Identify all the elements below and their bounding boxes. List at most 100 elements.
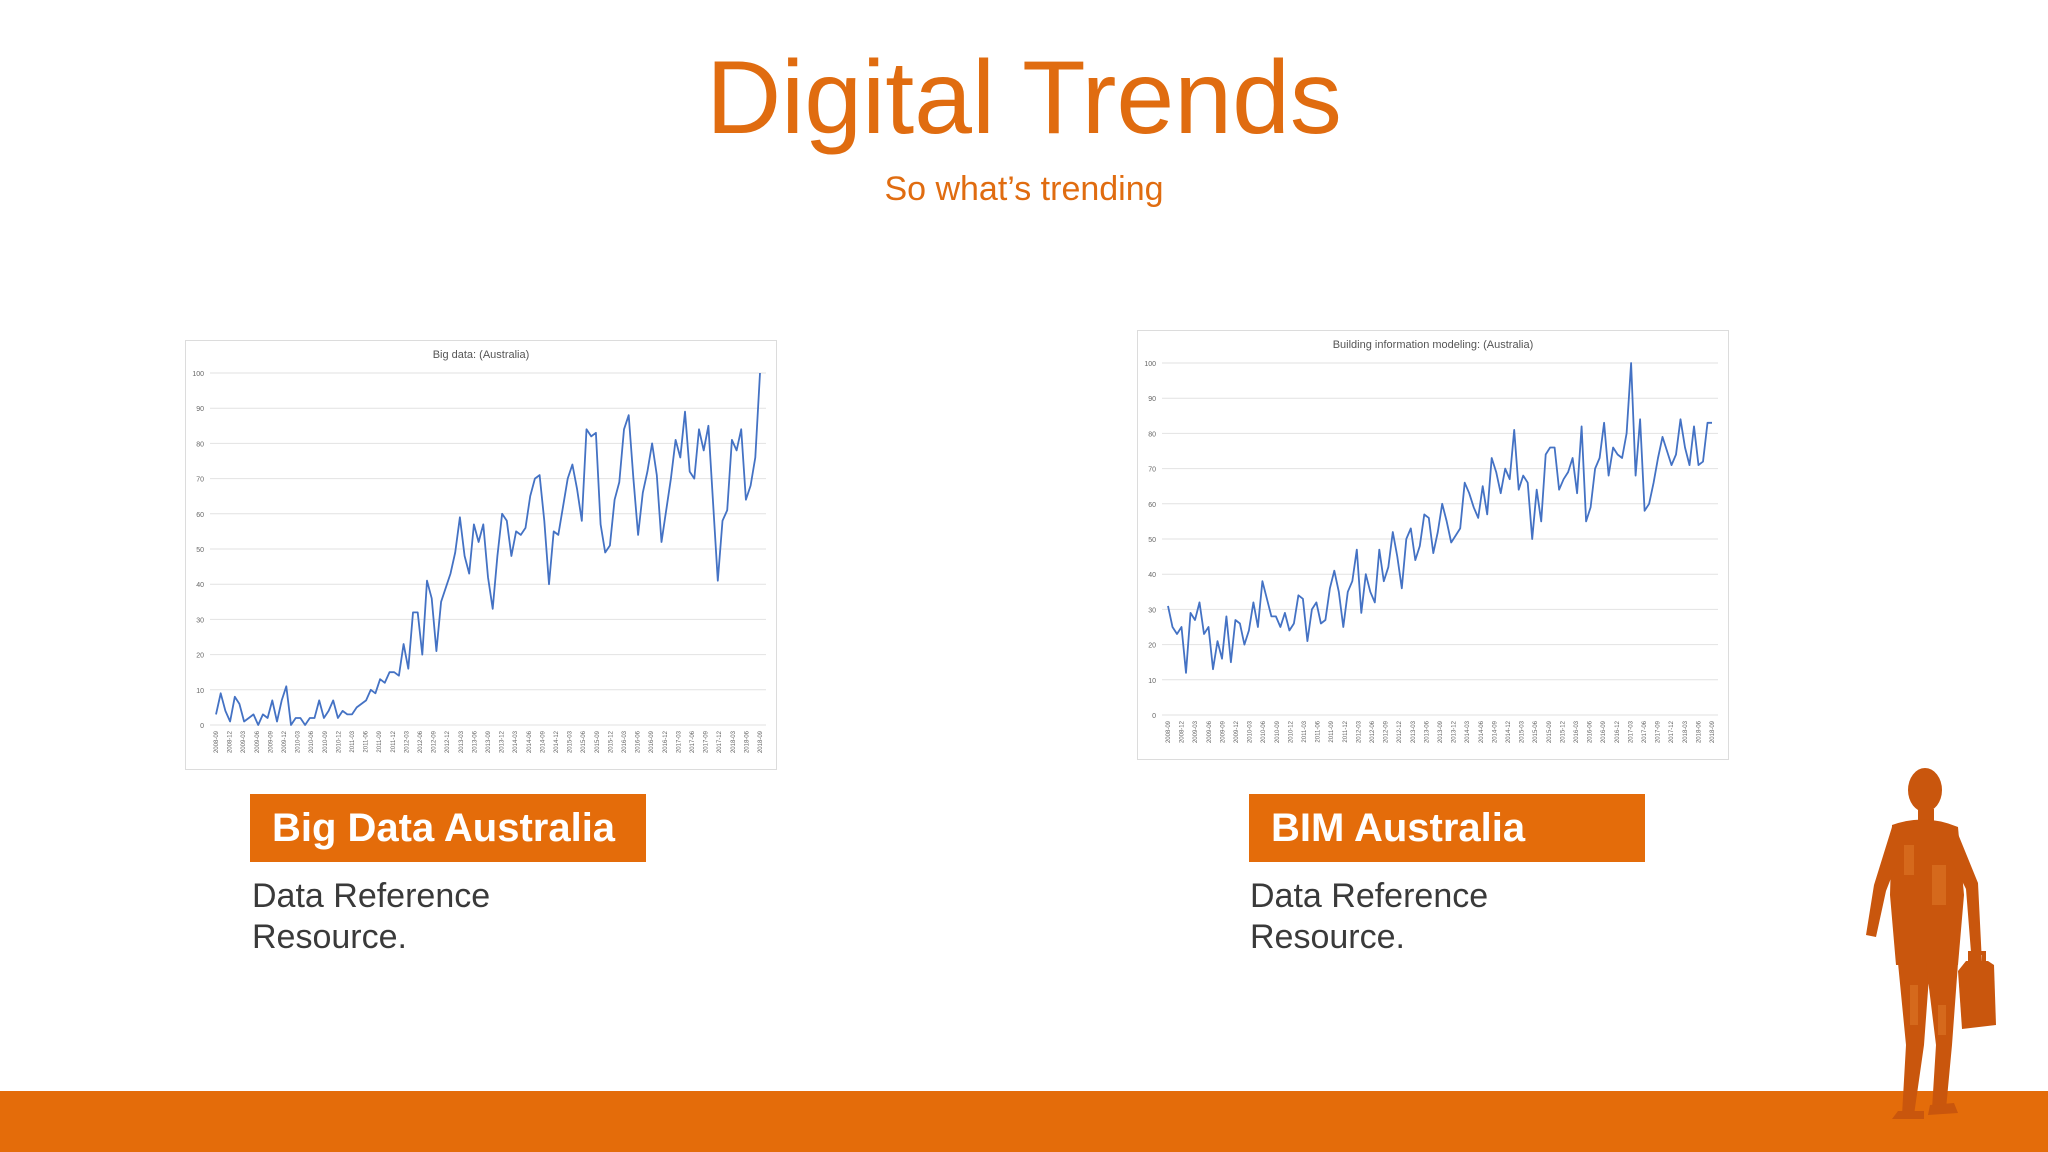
big-data-chart-series-line [215, 372, 761, 726]
bim-chart-x-tick-label: 2011-06 [1316, 720, 1322, 742]
bim-chart-y-tick-label: 50 [1148, 537, 1156, 544]
bim-chart-x-tick-label: 2009-12 [1234, 720, 1240, 743]
big-data-chart-y-tick-label: 30 [196, 617, 204, 624]
bim-chart-x-tick-label: 2014-09 [1492, 720, 1498, 743]
bim-chart-x-tick-label: 2016-03 [1574, 720, 1580, 743]
big-data-chart-y-tick-label: 20 [196, 653, 204, 660]
big-data-chart-x-tick-label: 2014-09 [540, 730, 546, 753]
bim-chart-x-tick-label: 2011-03 [1302, 720, 1308, 742]
bim-description-line1: Data Reference [1250, 877, 1489, 915]
bim-chart: Building information modeling: (Australi… [1137, 330, 1729, 760]
big-data-chart-x-tick-label: 2018-09 [758, 730, 764, 753]
big-data-chart-y-tick-label: 40 [196, 582, 204, 589]
bim-chart-x-tick-label: 2018-09 [1710, 720, 1716, 743]
big-data-chart-x-tick-label: 2015-03 [568, 730, 574, 753]
bim-chart-y-tick-label: 40 [1148, 572, 1156, 579]
big-data-chart-title: Big data: (Australia) [433, 349, 530, 361]
big-data-chart-x-tick-label: 2009-06 [255, 730, 261, 753]
big-data-chart-x-tick-label: 2014-12 [554, 730, 560, 753]
big-data-chart-svg: Big data: (Australia) 0 10 20 30 40 50 60 70 80 90… [192, 349, 766, 753]
bim-chart-y-tick-label: 20 [1148, 643, 1156, 650]
big-data-chart-x-tick-label: 2017-03 [676, 730, 682, 753]
big-data-chart-x-tick-label: 2011-03 [350, 730, 356, 752]
big-data-chart-x-tick-label: 2017-09 [704, 730, 710, 753]
bim-chart-x-tick-label: 2012-06 [1370, 720, 1376, 743]
bim-chart-x-tick-label: 2017-12 [1669, 720, 1675, 743]
bim-chart-x-tick-label: 2010-12 [1288, 720, 1294, 743]
big-data-chart-y-tick-label: 0 [200, 723, 204, 730]
bim-chart-x-tick-label: 2012-03 [1356, 720, 1362, 743]
big-data-chart-y-tick-label: 50 [196, 547, 204, 554]
bim-description-line2: Resource. [1250, 918, 1405, 956]
bim-chart-y-tick-label: 100 [1144, 361, 1156, 368]
big-data-chart-x-tick-label: 2009-12 [282, 730, 288, 753]
bim-chart-x-tick-label: 2010-09 [1275, 720, 1281, 743]
bim-chart-series-line [1167, 362, 1712, 674]
big-data-chart-x-tick-label: 2013-09 [486, 730, 492, 753]
bim-chart-x-tick-label: 2011-12 [1343, 720, 1349, 742]
big-data-chart-x-tick-label: 2013-03 [459, 730, 465, 753]
big-data-chart-x-tick-label: 2016-06 [636, 730, 642, 753]
walking-businessman-icon [1866, 768, 1996, 1119]
big-data-chart-x-tick-label: 2012-06 [418, 730, 424, 753]
big-data-chart-x-tick-label: 2017-06 [690, 730, 696, 753]
big-data-chart-x-tick-label: 2016-03 [622, 730, 628, 753]
big-data-chart-x-tick-label: 2009-09 [268, 730, 274, 753]
big-data-chart-x-tick-label: 2010-06 [309, 730, 315, 753]
bim-chart-x-tick-label: 2018-03 [1683, 720, 1689, 743]
big-data-chart: Big data: (Australia) 0 10 20 30 40 50 60 70 80 90… [185, 340, 777, 770]
bim-chart-x-tick-label: 2009-03 [1193, 720, 1199, 743]
big-data-chart-x-tick-label: 2012-09 [432, 730, 438, 753]
bim-chart-x-tick-label: 2015-03 [1520, 720, 1526, 743]
bim-chart-x-tick-label: 2012-12 [1397, 720, 1403, 743]
big-data-chart-x-tick-label: 2009-03 [241, 730, 247, 753]
bim-chart-y-tick-label: 0 [1152, 713, 1156, 720]
bim-chart-x-tick-label: 2014-12 [1506, 720, 1512, 743]
bim-chart-x-tick-label: 2015-12 [1560, 720, 1566, 743]
bim-chart-x-tick-label: 2009-06 [1207, 720, 1213, 743]
bim-chart-x-tick-label: 2013-06 [1424, 720, 1430, 743]
big-data-chart-x-tick-label: 2016-09 [649, 730, 655, 753]
big-data-chart-y-tick-label: 80 [196, 441, 204, 448]
big-data-chart-y-tick-label: 100 [192, 371, 204, 378]
bim-chart-x-tick-label: 2016-12 [1615, 720, 1621, 743]
bim-chart-x-tick-label: 2008-12 [1180, 720, 1186, 743]
bim-chart-x-tick-label: 2008-09 [1166, 720, 1172, 743]
big-data-chart-x-tick-label: 2015-06 [581, 730, 587, 753]
bim-chart-x-tick-label: 2013-03 [1411, 720, 1417, 743]
big-data-chart-x-tick-label: 2012-03 [404, 730, 410, 753]
big-data-label: Big Data Australia [250, 794, 646, 862]
bim-chart-x-tick-label: 2014-06 [1479, 720, 1485, 743]
bim-chart-x-tick-label: 2018-06 [1696, 720, 1702, 743]
footer-bar [0, 1091, 2048, 1152]
bim-chart-x-tick-label: 2011-09 [1329, 720, 1335, 742]
big-data-chart-y-tick-label: 60 [196, 512, 204, 519]
big-data-chart-y-tick-label: 90 [196, 406, 204, 413]
bim-chart-y-tick-label: 60 [1148, 502, 1156, 509]
big-data-chart-x-tick-label: 2018-06 [744, 730, 750, 753]
bim-chart-y-tick-label: 80 [1148, 431, 1156, 438]
big-data-chart-x-tick-label: 2012-12 [445, 730, 451, 753]
big-data-chart-x-tick-label: 2013-12 [500, 730, 506, 753]
big-data-chart-x-tick-label: 2010-09 [323, 730, 329, 753]
bim-chart-x-tick-label: 2014-03 [1465, 720, 1471, 743]
bim-chart-y-tick-label: 10 [1148, 678, 1156, 685]
big-data-chart-x-tick-label: 2017-12 [717, 730, 723, 753]
big-data-chart-x-tick-label: 2011-06 [364, 730, 370, 752]
big-data-chart-x-tick-label: 2008-12 [228, 730, 234, 753]
bim-chart-x-tick-label: 2016-06 [1588, 720, 1594, 743]
bim-chart-x-tick-label: 2009-09 [1220, 720, 1226, 743]
bim-chart-x-tick-label: 2015-09 [1547, 720, 1553, 743]
big-data-chart-x-tick-label: 2010-03 [296, 730, 302, 753]
bim-chart-x-tick-label: 2013-09 [1438, 720, 1444, 743]
big-data-chart-x-tick-label: 2014-06 [527, 730, 533, 753]
big-data-chart-x-tick-label: 2008-09 [214, 730, 220, 753]
bim-chart-x-tick-label: 2017-03 [1628, 720, 1634, 743]
big-data-description: Data Reference Resource. [252, 876, 552, 958]
big-data-chart-x-tick-label: 2011-09 [377, 730, 383, 752]
big-data-description-line2: Resource. [252, 918, 407, 956]
slide-subtitle: So what’s trending [884, 170, 1164, 208]
bim-description: Data Reference Resource. [1250, 876, 1550, 958]
big-data-chart-x-tick-label: 2010-12 [336, 730, 342, 753]
big-data-chart-x-tick-label: 2014-03 [513, 730, 519, 753]
